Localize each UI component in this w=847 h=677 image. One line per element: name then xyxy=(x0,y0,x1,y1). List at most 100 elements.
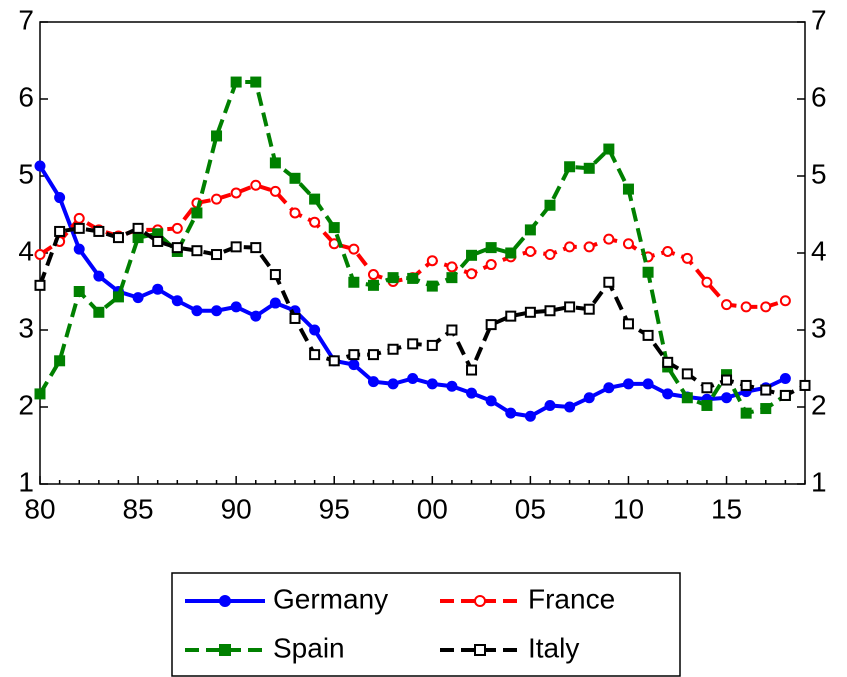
point xyxy=(446,272,458,284)
point xyxy=(73,243,85,255)
point xyxy=(524,410,536,422)
point xyxy=(250,310,262,322)
point xyxy=(426,378,438,390)
point xyxy=(564,161,576,173)
point xyxy=(485,259,497,271)
point xyxy=(662,388,674,400)
point xyxy=(387,343,399,355)
y2-tick-label: 3 xyxy=(811,312,827,343)
y-tick-label: 3 xyxy=(18,312,34,343)
point xyxy=(583,392,595,404)
point xyxy=(191,207,203,219)
point xyxy=(622,238,634,250)
point xyxy=(152,283,164,295)
point xyxy=(740,301,752,313)
point xyxy=(348,349,360,361)
point xyxy=(328,355,340,367)
point xyxy=(112,291,124,303)
point xyxy=(564,401,576,413)
point xyxy=(544,199,556,211)
point xyxy=(269,297,281,309)
y-tick-label: 1 xyxy=(18,466,34,497)
point xyxy=(289,312,301,324)
point xyxy=(426,255,438,267)
point xyxy=(485,319,497,331)
point xyxy=(367,269,379,281)
point xyxy=(367,376,379,388)
point xyxy=(583,303,595,315)
point xyxy=(132,292,144,304)
point xyxy=(34,388,46,400)
point xyxy=(34,249,46,261)
point xyxy=(721,299,733,311)
point xyxy=(524,245,536,257)
point xyxy=(622,378,634,390)
point xyxy=(642,329,654,341)
point xyxy=(328,222,340,234)
point xyxy=(230,241,242,253)
point xyxy=(524,306,536,318)
x-tick-label: 85 xyxy=(122,493,153,524)
point xyxy=(211,249,223,261)
point xyxy=(505,247,517,259)
point xyxy=(348,359,360,371)
point xyxy=(211,193,223,205)
legend-label: Spain xyxy=(273,632,345,663)
point xyxy=(564,301,576,313)
point xyxy=(191,245,203,257)
point xyxy=(34,279,46,291)
point xyxy=(309,349,321,361)
point xyxy=(269,269,281,281)
point xyxy=(426,280,438,292)
point xyxy=(622,318,634,330)
point xyxy=(407,373,419,385)
point xyxy=(171,222,183,234)
x-tick-label: 05 xyxy=(515,493,546,524)
point xyxy=(250,76,262,88)
y2-tick-label: 2 xyxy=(811,389,827,420)
point xyxy=(407,272,419,284)
point xyxy=(603,233,615,245)
point xyxy=(701,276,713,288)
point xyxy=(779,295,791,307)
point xyxy=(93,306,105,318)
point xyxy=(387,272,399,284)
point xyxy=(309,193,321,205)
point xyxy=(289,172,301,184)
point xyxy=(760,301,772,313)
point xyxy=(132,232,144,244)
x-tick-label: 90 xyxy=(221,493,252,524)
point xyxy=(681,368,693,380)
point xyxy=(799,379,811,391)
series-line xyxy=(38,226,806,398)
point xyxy=(54,225,66,237)
point xyxy=(112,232,124,244)
point xyxy=(505,310,517,322)
point xyxy=(446,324,458,336)
point xyxy=(505,407,517,419)
x-tick-label: 95 xyxy=(319,493,350,524)
legend-label: Italy xyxy=(528,632,579,663)
y2-tick-label: 6 xyxy=(811,81,827,112)
point xyxy=(603,276,615,288)
legend-box xyxy=(171,572,681,677)
series-line xyxy=(38,183,786,309)
point xyxy=(211,305,223,317)
point xyxy=(171,295,183,307)
point xyxy=(348,243,360,255)
legend-marker xyxy=(219,595,231,607)
legend-marker xyxy=(474,595,486,607)
y2-tick-label: 7 xyxy=(811,4,827,35)
x-tick-label: 10 xyxy=(613,493,644,524)
point xyxy=(466,364,478,376)
point xyxy=(446,380,458,392)
point xyxy=(93,225,105,237)
point xyxy=(701,382,713,394)
point xyxy=(642,266,654,278)
x-tick-label: 00 xyxy=(417,493,448,524)
point xyxy=(211,130,223,142)
point xyxy=(250,242,262,254)
point xyxy=(701,399,713,411)
point xyxy=(740,379,752,391)
